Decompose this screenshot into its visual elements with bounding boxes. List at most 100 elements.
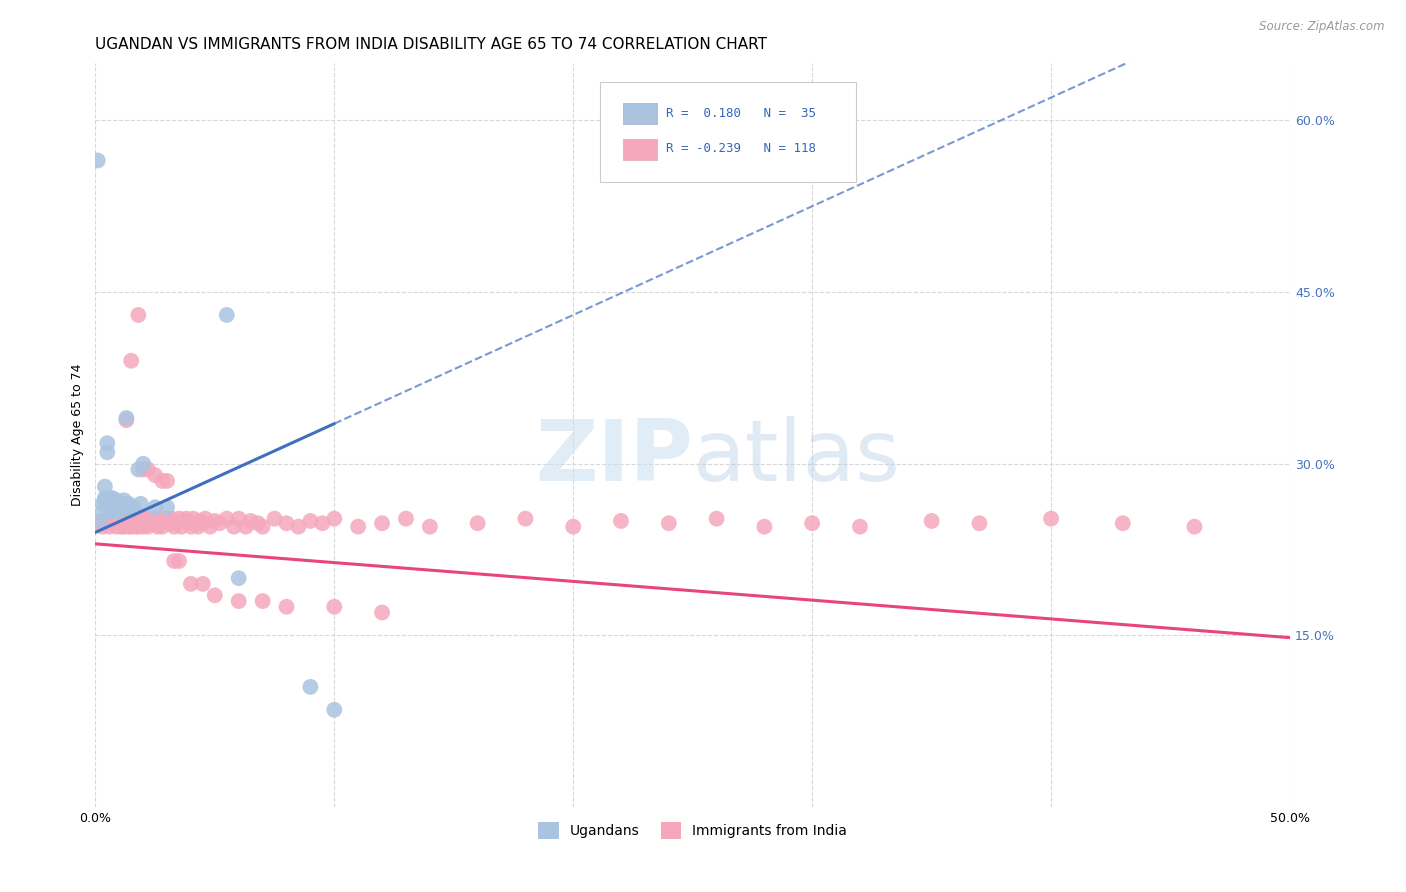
Point [136,519,159,533]
Point [115,516,138,531]
Point [101,505,124,519]
Point [136,511,159,525]
Text: R = -0.239   N = 118: R = -0.239 N = 118 [666,142,817,155]
Point [235,519,257,533]
Point [120,519,142,533]
Point [228,511,250,525]
Point [111,519,134,533]
Bar [623,103,657,124]
Point [150,474,173,488]
Point [103,500,125,515]
Point [1184,519,1206,533]
Point [139,511,162,525]
Point [180,519,202,533]
Point [103,511,125,525]
Point [222,519,245,533]
Point [467,516,489,531]
Point [132,519,155,533]
Point [91,519,114,533]
Point [118,497,141,511]
Point [96,511,118,525]
Point [108,516,131,531]
Point [89,514,111,528]
Point [146,514,169,528]
Point [150,519,173,533]
Point [252,594,274,608]
Point [112,519,135,533]
Point [706,511,728,525]
Point [969,516,991,531]
Point [105,514,128,528]
Point [198,519,221,533]
Point [323,599,346,614]
Point [143,516,166,531]
Point [98,497,121,511]
Point [156,511,179,525]
Text: UGANDAN VS IMMIGRANTS FROM INDIA DISABILITY AGE 65 TO 74 CORRELATION CHART: UGANDAN VS IMMIGRANTS FROM INDIA DISABIL… [96,37,768,53]
Point [610,514,633,528]
Point [323,703,346,717]
Text: Source: ZipAtlas.com: Source: ZipAtlas.com [1260,20,1385,33]
Point [129,497,152,511]
Point [94,491,117,505]
Point [160,511,183,525]
Point [347,519,370,533]
Point [299,514,322,528]
Point [94,493,117,508]
Point [101,508,124,523]
Point [101,500,124,515]
Point [108,511,131,525]
Point [125,514,148,528]
Point [246,516,269,531]
Bar [623,139,657,160]
Point [96,436,118,450]
Point [419,519,441,533]
Point [111,497,134,511]
Point [323,511,346,525]
Point [139,516,162,531]
Point [754,519,776,533]
Point [94,480,117,494]
Point [239,514,262,528]
Point [120,511,142,525]
Point [252,519,274,533]
Point [146,519,169,533]
Point [173,514,195,528]
Point [132,457,155,471]
Point [204,514,226,528]
Point [112,493,135,508]
Point [921,514,943,528]
Point [156,474,179,488]
Point [120,353,142,368]
Text: R =  0.180   N =  35: R = 0.180 N = 35 [666,106,817,120]
Point [287,519,309,533]
FancyBboxPatch shape [599,82,856,182]
Point [91,497,114,511]
Point [177,516,200,531]
Point [135,511,157,525]
Point [87,153,110,168]
Point [127,511,149,525]
Point [371,516,394,531]
Point [395,511,418,525]
Point [228,594,250,608]
Point [96,445,118,459]
Point [562,519,585,533]
Point [115,413,138,427]
Point [170,519,193,533]
Point [184,516,207,531]
Point [105,493,128,508]
Point [194,511,217,525]
Point [108,505,131,519]
Point [98,511,121,525]
Point [129,516,152,531]
Point [122,516,145,531]
Point [132,462,155,476]
Point [1040,511,1063,525]
Point [101,516,124,531]
Point [143,511,166,525]
Point [167,554,190,568]
Point [191,516,214,531]
Point [166,516,188,531]
Point [263,511,285,525]
